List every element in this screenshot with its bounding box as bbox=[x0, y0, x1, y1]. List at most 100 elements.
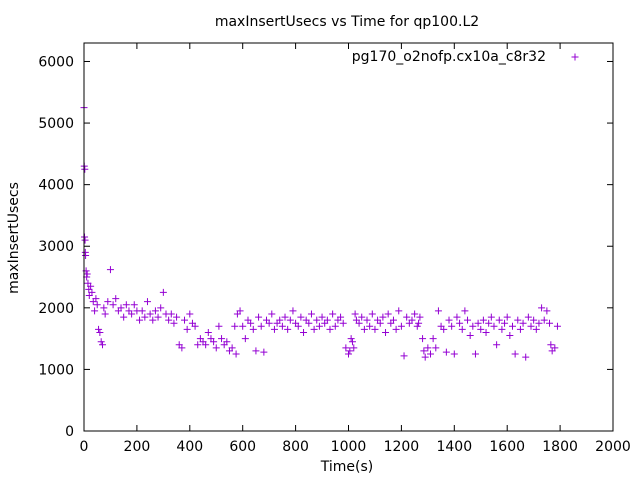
data-point bbox=[276, 316, 284, 324]
data-point bbox=[421, 353, 429, 361]
data-points bbox=[80, 104, 561, 361]
data-point bbox=[284, 325, 292, 333]
y-tick-label: 4000 bbox=[38, 178, 74, 194]
data-point bbox=[104, 298, 112, 306]
data-point bbox=[527, 322, 535, 330]
data-point bbox=[368, 310, 376, 318]
data-point bbox=[543, 307, 551, 315]
data-point bbox=[532, 325, 540, 333]
y-axis-label: maxInsertUsecs bbox=[6, 182, 22, 294]
data-point bbox=[323, 316, 331, 324]
data-point bbox=[167, 310, 175, 318]
data-point bbox=[477, 325, 485, 333]
data-point bbox=[415, 319, 423, 327]
data-point bbox=[346, 347, 354, 355]
data-point bbox=[318, 313, 326, 321]
data-point bbox=[88, 288, 96, 296]
x-tick-label: 1000 bbox=[331, 439, 367, 455]
data-point bbox=[347, 335, 355, 343]
data-point bbox=[382, 328, 390, 336]
data-point bbox=[210, 338, 218, 346]
y-tick-label: 3000 bbox=[38, 239, 74, 255]
x-tick-label: 400 bbox=[176, 439, 203, 455]
data-point bbox=[154, 313, 162, 321]
data-point bbox=[503, 313, 511, 321]
data-point bbox=[286, 316, 294, 324]
data-point bbox=[149, 316, 157, 324]
data-point bbox=[186, 310, 194, 318]
data-point bbox=[329, 310, 337, 318]
data-point bbox=[493, 341, 501, 349]
data-point bbox=[540, 316, 548, 324]
data-point bbox=[326, 325, 334, 333]
data-point bbox=[408, 316, 416, 324]
data-point bbox=[450, 350, 458, 358]
y-tick-label: 0 bbox=[65, 424, 74, 440]
x-tick-label: 1200 bbox=[384, 439, 420, 455]
legend-marker bbox=[571, 53, 579, 61]
data-point bbox=[392, 325, 400, 333]
data-point bbox=[546, 319, 554, 327]
data-point bbox=[83, 270, 91, 278]
x-axis-label: Time(s) bbox=[320, 459, 373, 475]
data-point bbox=[252, 347, 260, 355]
data-point bbox=[514, 316, 522, 324]
data-point bbox=[300, 328, 308, 336]
data-point bbox=[547, 341, 555, 349]
data-point bbox=[384, 310, 392, 318]
data-point bbox=[91, 307, 99, 315]
data-point bbox=[495, 316, 503, 324]
data-point bbox=[413, 322, 421, 330]
data-point bbox=[355, 319, 363, 327]
data-point bbox=[255, 313, 263, 321]
data-point bbox=[249, 325, 257, 333]
data-point bbox=[159, 288, 167, 296]
data-point bbox=[315, 322, 323, 330]
data-point bbox=[429, 335, 437, 343]
data-point bbox=[92, 295, 100, 303]
data-point bbox=[522, 353, 530, 361]
data-point bbox=[165, 316, 173, 324]
data-point bbox=[109, 301, 117, 309]
data-point bbox=[310, 325, 318, 333]
data-point bbox=[420, 347, 428, 355]
data-point bbox=[461, 307, 469, 315]
data-point bbox=[479, 316, 487, 324]
data-point bbox=[466, 332, 474, 340]
data-point bbox=[339, 319, 347, 327]
y-tick-label: 5000 bbox=[38, 116, 74, 132]
data-point bbox=[366, 322, 374, 330]
data-point bbox=[96, 328, 104, 336]
data-point bbox=[448, 322, 456, 330]
data-point bbox=[87, 282, 95, 290]
data-point bbox=[538, 304, 546, 312]
data-point bbox=[360, 325, 368, 333]
data-point bbox=[379, 313, 387, 321]
data-point bbox=[331, 322, 339, 330]
data-point bbox=[482, 328, 490, 336]
data-point bbox=[501, 319, 509, 327]
data-point bbox=[351, 310, 359, 318]
data-point bbox=[440, 325, 448, 333]
x-tick-label: 600 bbox=[229, 439, 256, 455]
data-point bbox=[128, 310, 136, 318]
data-point bbox=[358, 313, 366, 321]
data-point bbox=[419, 335, 427, 343]
x-tick-label: 1600 bbox=[489, 439, 525, 455]
data-point bbox=[194, 341, 202, 349]
data-point bbox=[397, 322, 405, 330]
data-point bbox=[120, 313, 128, 321]
data-point bbox=[265, 319, 273, 327]
data-point bbox=[130, 301, 138, 309]
data-point bbox=[313, 316, 321, 324]
data-point bbox=[519, 319, 527, 327]
legend-label: pg170_o2nofp.cx10a_c8r32 bbox=[352, 49, 546, 65]
data-point bbox=[218, 335, 226, 343]
data-point bbox=[363, 316, 371, 324]
data-point bbox=[215, 322, 223, 330]
data-point bbox=[81, 165, 89, 173]
data-point bbox=[232, 350, 240, 358]
data-point bbox=[389, 316, 397, 324]
data-point bbox=[371, 325, 379, 333]
x-tick-label: 0 bbox=[80, 439, 89, 455]
